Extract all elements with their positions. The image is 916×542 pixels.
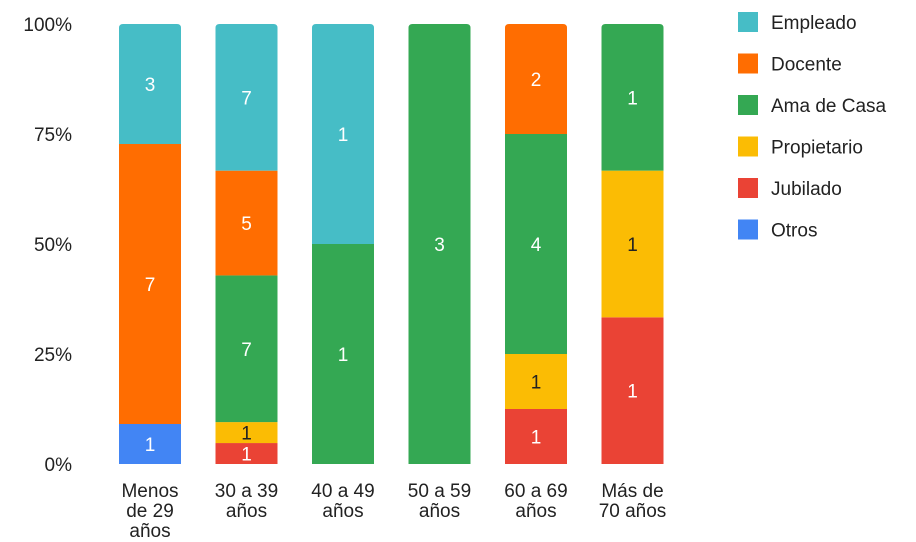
- legend-swatch: [738, 53, 758, 74]
- bar-value-label: 7: [241, 88, 252, 109]
- bar-segment-empleado: [119, 24, 181, 144]
- legend-swatch: [738, 219, 758, 240]
- x-tick-label-line: 30 a 39: [215, 481, 278, 502]
- bar-segment-ama-de-casa: [312, 244, 374, 464]
- legend: Empleado Docente Ama de Casa Propietario Jub…: [738, 12, 887, 242]
- legend-label: Docente: [771, 55, 842, 76]
- legend-label: Otros: [771, 221, 817, 242]
- bar-segment-docente: [505, 24, 567, 134]
- bar-value-label: 5: [241, 214, 252, 235]
- y-tick-label: 0%: [45, 455, 73, 476]
- legend-swatch: [738, 95, 758, 115]
- bar-segment-ama-de-casa: [408, 24, 471, 464]
- bar-segment-propietario: [505, 354, 567, 409]
- bar-segment-docente: [119, 144, 181, 424]
- x-tick-label-line: años: [129, 521, 170, 542]
- x-tick-label: Menos de 29 años: [121, 481, 178, 542]
- x-tick-label: 30 a 39 años: [215, 481, 278, 522]
- x-tick-label: 50 a 59 años: [408, 481, 471, 522]
- bar-segment-jubilado: [505, 409, 567, 464]
- x-tick-label-line: 70 años: [599, 501, 667, 522]
- y-tick-label: 100%: [23, 15, 72, 36]
- legend-label: Propietario: [771, 138, 863, 159]
- legend-label: Empleado: [771, 13, 857, 34]
- bar-value-label: 1: [627, 88, 638, 109]
- bar-segment-propietario: [601, 170, 664, 318]
- bar-segment-docente: [215, 170, 278, 276]
- x-tick-label-line: Menos: [121, 481, 178, 502]
- bar-1: 1 7 3: [119, 24, 181, 464]
- bar-value-label: 1: [338, 345, 349, 366]
- legend-label: Ama de Casa: [771, 96, 887, 117]
- y-axis: 0% 25% 50% 75% 100%: [23, 15, 72, 476]
- bar-segment-empleado: [215, 24, 278, 171]
- bar-segment-propietario: [215, 422, 278, 444]
- bar-value-label: 3: [434, 235, 445, 256]
- bar-segment-empleado: [312, 24, 374, 244]
- bar-3: 11: [312, 24, 374, 464]
- bar-value-label: 1: [338, 125, 349, 146]
- bar-value-label: 4: [531, 235, 542, 256]
- bar-value-label: 2: [531, 70, 542, 91]
- legend-item-jubilado: Jubilado: [738, 178, 842, 200]
- x-tick-label: 40 a 49 años: [311, 481, 374, 522]
- legend-item-otros: Otros: [738, 219, 817, 242]
- bar-segment-ama-de-casa: [505, 134, 567, 354]
- bar-value-label: 3: [145, 75, 156, 96]
- bar-2: 11 7 5 7: [215, 24, 278, 466]
- x-tick-label-line: años: [515, 501, 556, 522]
- bar-value-label: 7: [241, 340, 252, 361]
- x-tick-label-line: años: [226, 501, 267, 522]
- legend-swatch: [738, 136, 758, 157]
- legend-swatch: [738, 12, 758, 32]
- bar-segment-jubilado: [601, 317, 664, 464]
- bar-value-label: 7: [145, 275, 156, 296]
- x-tick-label-line: 60 a 69: [504, 481, 567, 502]
- bar-6: 1 1 1: [601, 24, 664, 464]
- bar-segment-ama-de-casa: [601, 24, 664, 171]
- legend-item-propietario: Propietario: [738, 136, 863, 159]
- bar-value-label: 1: [531, 428, 542, 449]
- bar-value-label: 1: [627, 235, 638, 256]
- x-tick-label: Más de 70 años: [599, 481, 667, 522]
- bar-segment-otros: [119, 424, 181, 464]
- bar-segment-jubilado: [215, 443, 278, 464]
- bar-value-label: 1: [627, 382, 638, 403]
- bar-segment-ama-de-casa: [215, 275, 278, 423]
- bar-5: 1 1 4 2: [505, 24, 567, 464]
- x-tick-label-line: 50 a 59: [408, 481, 471, 502]
- y-tick-label: 25%: [34, 345, 72, 366]
- y-tick-label: 50%: [34, 235, 72, 256]
- legend-item-ama-de-casa: Ama de Casa: [738, 95, 887, 117]
- bar-4: 3: [408, 24, 471, 464]
- y-tick-label: 75%: [34, 125, 72, 146]
- bar-value-label: 1: [241, 424, 252, 445]
- x-tick-label: 60 a 69 años: [504, 481, 567, 522]
- bar-value-label: 1: [531, 373, 542, 394]
- legend-item-empleado: Empleado: [738, 12, 857, 34]
- legend-swatch: [738, 178, 758, 198]
- x-tick-label-line: años: [322, 501, 363, 522]
- bar-value-label: 1: [145, 435, 156, 456]
- bar-value-label: 1: [241, 445, 252, 466]
- x-tick-label-line: 40 a 49: [311, 481, 374, 502]
- x-tick-label-line: Más de: [601, 481, 663, 502]
- legend-label: Jubilado: [771, 179, 842, 200]
- x-tick-label-line: años: [419, 501, 460, 522]
- legend-item-docente: Docente: [738, 53, 842, 76]
- x-tick-label-line: de 29: [126, 501, 174, 522]
